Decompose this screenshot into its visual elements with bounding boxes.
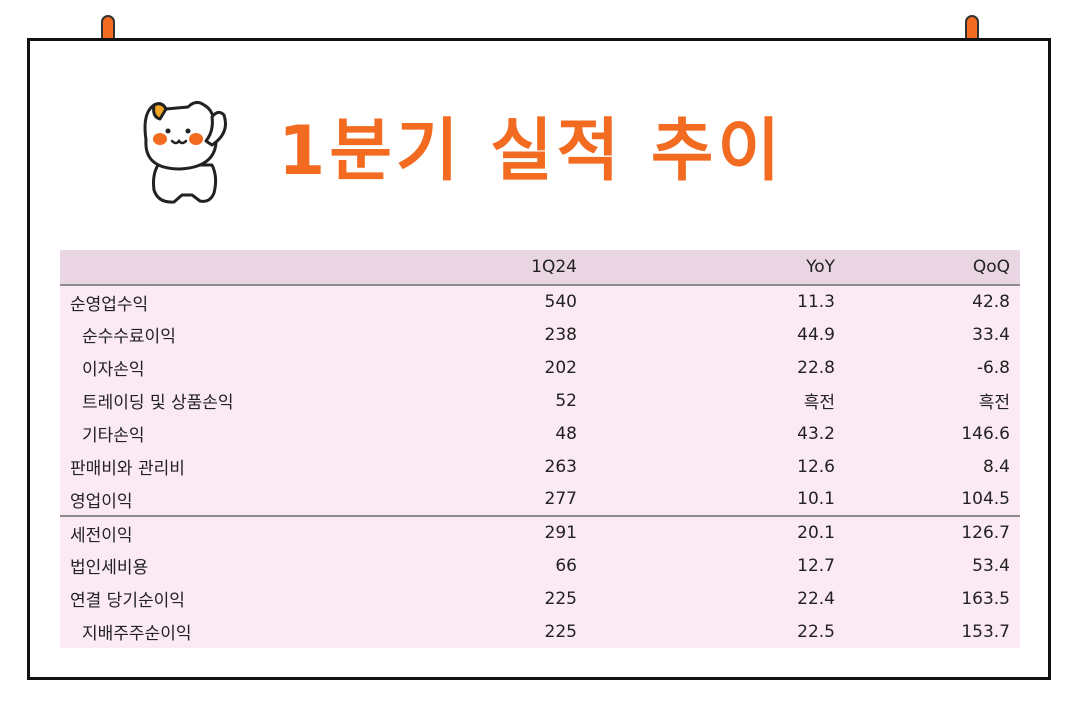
row-label: 법인세비용 [70,558,149,578]
table-row: 연결 당기순이익 225 22.4 163.5 [60,582,1020,615]
cell-yoy: 10.1 [797,489,835,509]
table-row: 세전이익 291 20.1 126.7 [60,515,1020,549]
cell-1q24: 263 [544,456,577,477]
table-row: 순영업수익 540 11.3 42.8 [60,285,1020,318]
row-label: 이자손익 [82,360,145,380]
cell-qoq: 163.5 [961,588,1010,609]
cell-1q24: 291 [392,515,587,549]
cell-yoy: 12.6 [797,456,835,477]
results-table-container: 1Q24 YoY QoQ 순영업수익 540 11.3 42.8 순수수료이익 238 44… [60,250,1020,648]
table-row: 트레이딩 및 상품손익 52 흑전 흑전 [60,384,1020,417]
row-label: 순영업수익 [70,294,149,315]
cell-qoq: 흑전 [978,393,1010,413]
column-header-label [60,250,392,286]
cell-qoq: 33.4 [972,324,1010,345]
results-table: 1Q24 YoY QoQ 순영업수익 540 11.3 42.8 순수수료이익 238 44… [60,250,1020,648]
cell-1q24: 202 [544,357,577,378]
cell-yoy: 20.1 [587,515,845,549]
cat-mascot-icon [143,100,227,204]
cell-1q24: 238 [544,324,577,345]
row-label: 지배주주순이익 [82,624,192,644]
cell-yoy: 22.4 [797,588,835,609]
cell-yoy: 11.3 [797,292,835,312]
table-row: 법인세비용 66 12.7 53.4 [60,549,1020,582]
column-header-1q24: 1Q24 [392,250,587,286]
column-header-qoq: QoQ [845,250,1020,286]
cell-1q24: 277 [544,489,577,509]
cell-yoy: 22.8 [797,357,835,378]
cell-yoy: 22.5 [797,621,835,642]
table-header-row: 1Q24 YoY QoQ [60,250,1020,286]
cell-qoq: 153.7 [961,621,1010,642]
cell-qoq: 8.4 [982,456,1010,477]
table-row: 판매비와 관리비 263 12.6 8.4 [60,450,1020,483]
cell-1q24: 66 [555,555,577,576]
table-row: 기타손익 48 43.2 146.6 [60,417,1020,450]
row-label: 순수수료이익 [82,327,176,347]
cell-qoq: 126.7 [845,515,1020,549]
cell-yoy: 흑전 [803,393,835,413]
table-row: 이자손익 202 22.8 -6.8 [60,351,1020,384]
cell-1q24: 540 [544,292,577,312]
cell-yoy: 12.7 [797,555,835,576]
column-header-yoy: YoY [587,250,845,286]
table-row: 순수수료이익 238 44.9 33.4 [60,318,1020,351]
cell-yoy: 44.9 [797,324,835,345]
cell-1q24: 48 [555,423,577,444]
row-label: 연결 당기순이익 [70,591,185,611]
row-label: 트레이딩 및 상품손익 [82,393,234,413]
table-row: 영업이익 277 10.1 104.5 [60,483,1020,516]
row-label: 세전이익 [60,515,392,549]
row-label: 판매비와 관리비 [70,459,185,479]
cell-qoq: 104.5 [961,489,1010,509]
row-label: 기타손익 [82,426,145,446]
table-row: 지배주주순이익 225 22.5 153.7 [60,615,1020,648]
cell-qoq: 53.4 [972,555,1010,576]
cell-1q24: 225 [544,621,577,642]
cell-qoq: 42.8 [972,292,1010,312]
cell-qoq: -6.8 [976,357,1010,378]
cell-yoy: 43.2 [797,423,835,444]
table-body: 순영업수익 540 11.3 42.8 순수수료이익 238 44.9 33.4 이자손익 202… [60,285,1020,648]
cell-1q24: 225 [544,588,577,609]
row-label: 영업이익 [70,491,133,512]
cell-qoq: 146.6 [961,423,1010,444]
page-title: 1분기 실적 추이 [278,112,785,191]
cell-1q24: 52 [555,390,577,411]
